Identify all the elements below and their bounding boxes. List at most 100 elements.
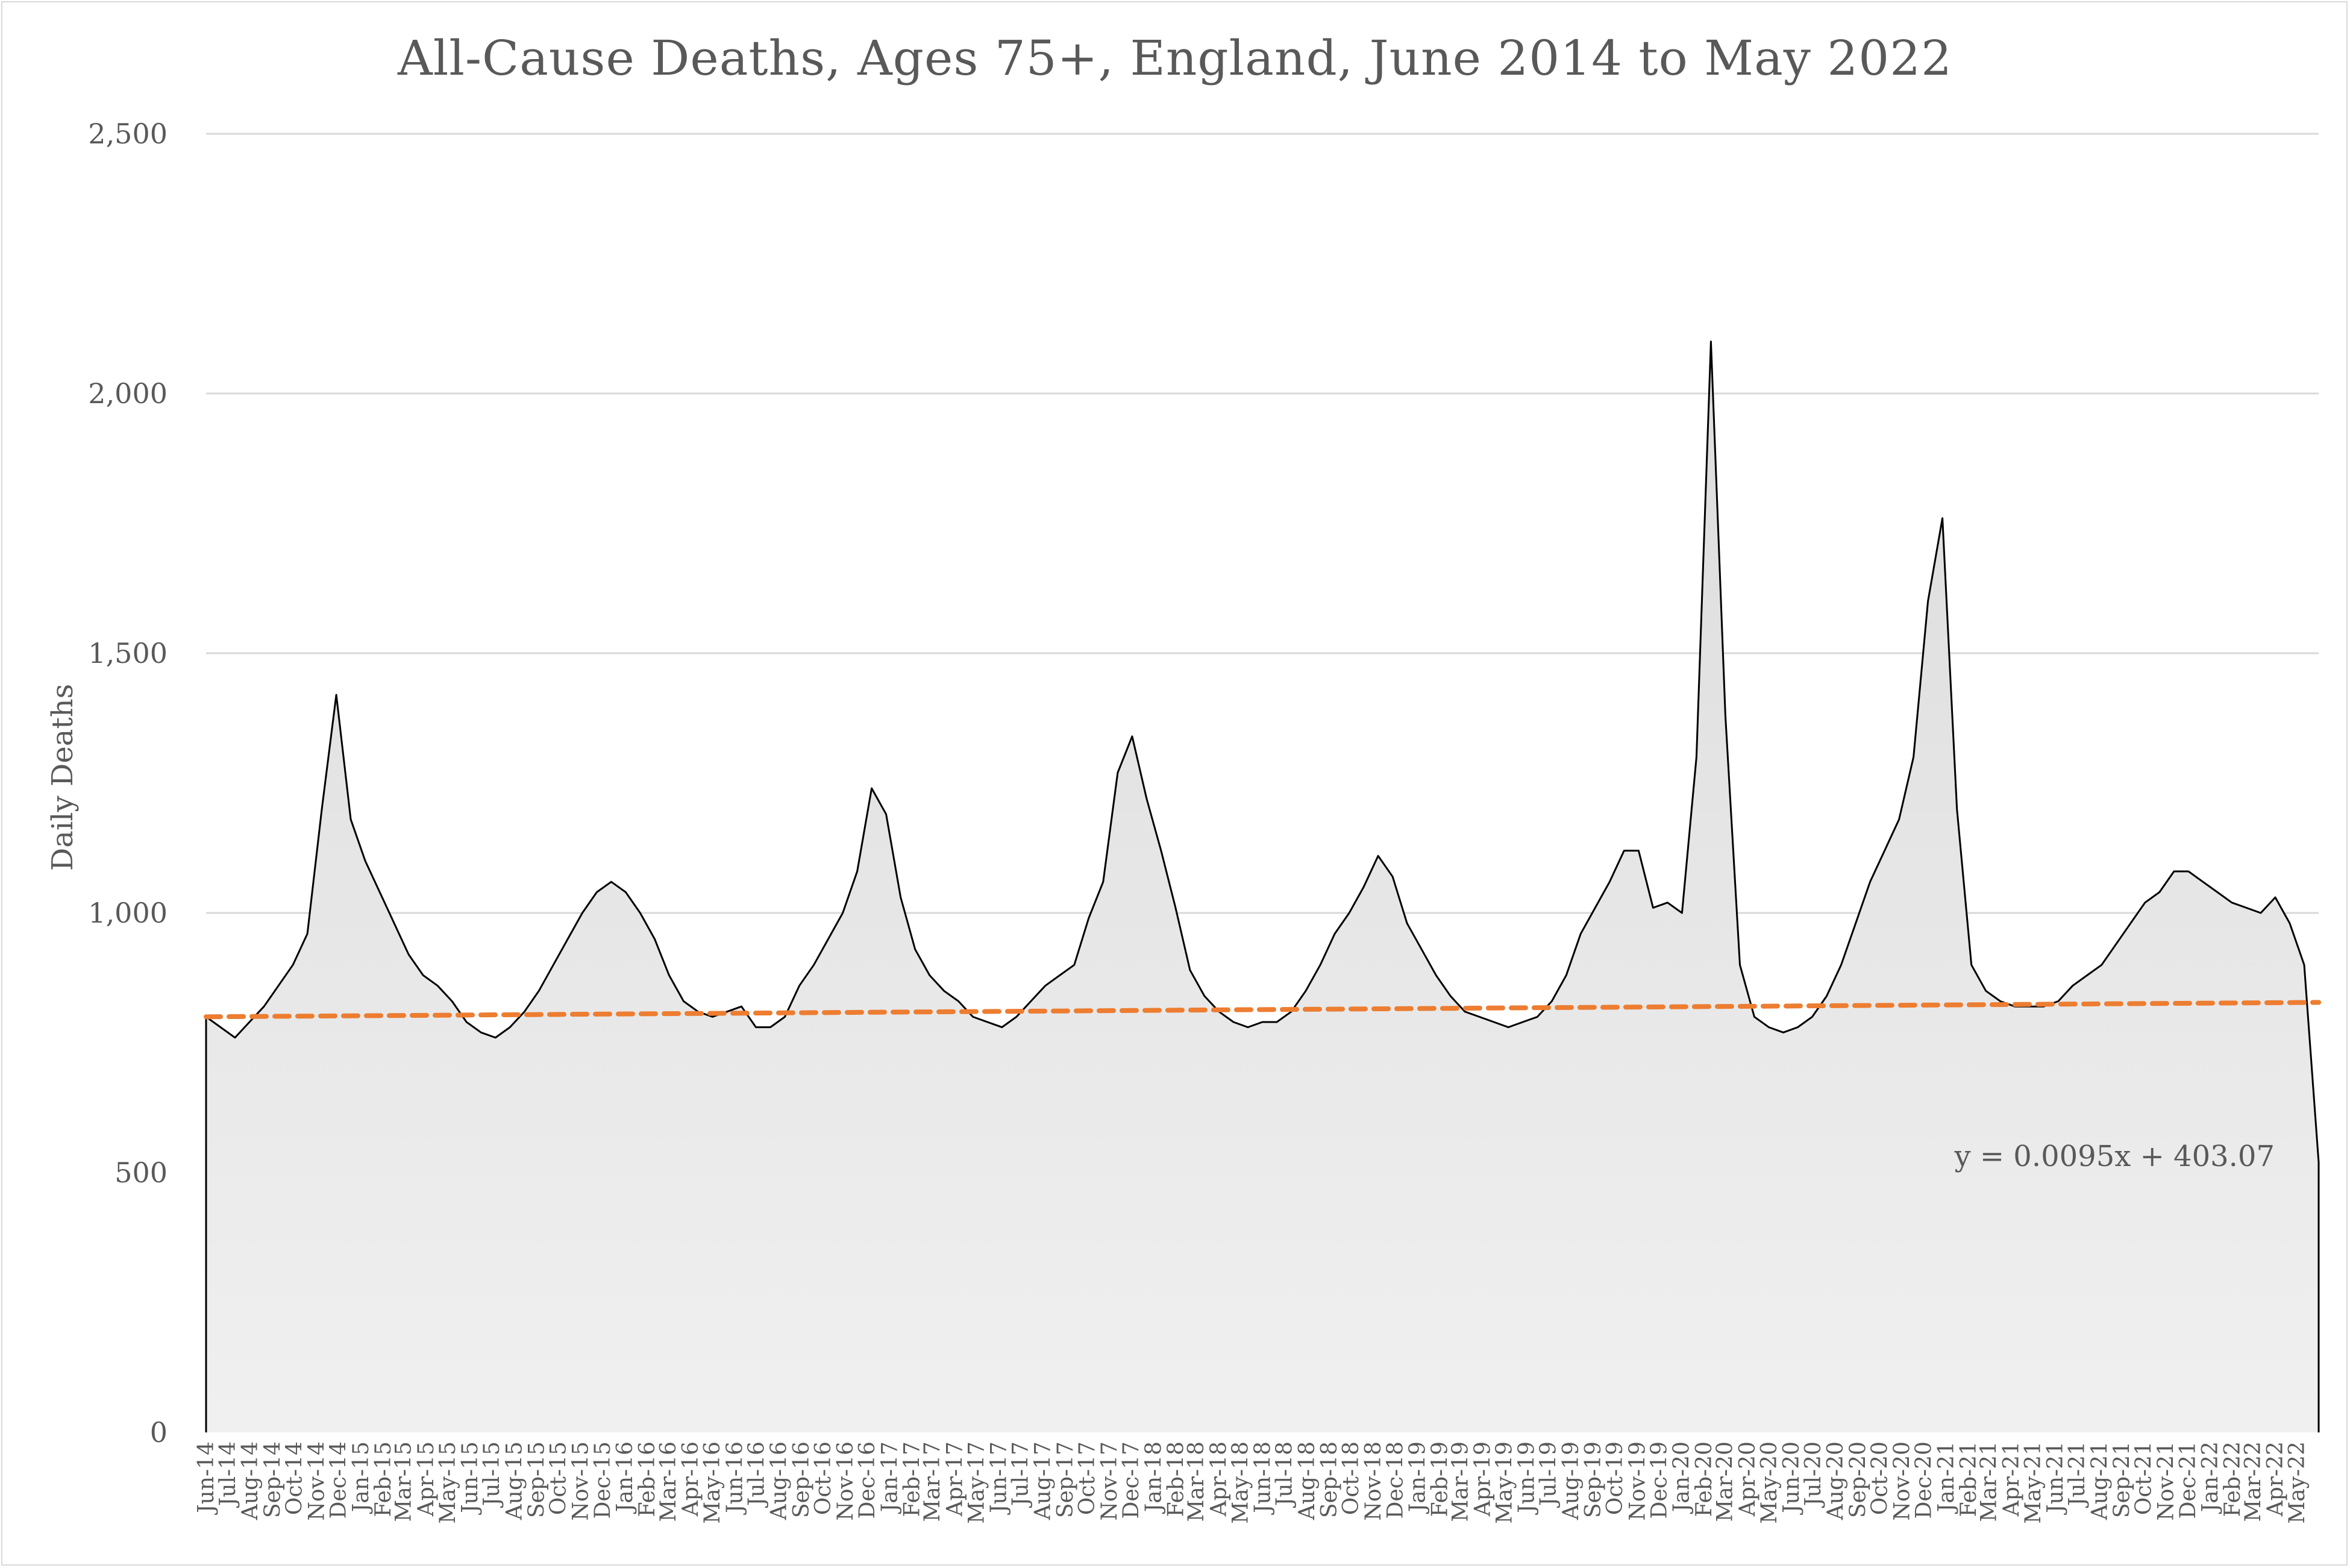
x-tick-label: Feb-15 xyxy=(371,1441,396,1517)
x-tick-label: Nov-16 xyxy=(833,1441,858,1520)
series-area-fill xyxy=(206,341,2319,1432)
x-tick-label: Feb-18 xyxy=(1164,1441,1189,1517)
x-tick-label: Oct-17 xyxy=(1075,1441,1100,1515)
x-tick-label: Jun-15 xyxy=(458,1441,483,1516)
x-tick-label: Mar-15 xyxy=(392,1441,416,1522)
x-tick-label: Mar-19 xyxy=(1448,1441,1473,1522)
x-tick-label: Jun-20 xyxy=(1779,1441,1804,1516)
y-tick-label: 2,000 xyxy=(88,377,168,410)
x-tick-label: Apr-19 xyxy=(1471,1441,1496,1517)
x-tick-label: Mar-17 xyxy=(920,1441,945,1522)
x-tick-label: Jan-21 xyxy=(1934,1441,1959,1514)
x-tick-label: Nov-15 xyxy=(569,1441,594,1520)
chart-title: All-Cause Deaths, Ages 75+, England, Jun… xyxy=(398,30,1952,86)
x-tick-label: Mar-16 xyxy=(656,1441,681,1522)
x-tick-label: Feb-16 xyxy=(635,1441,660,1517)
x-tick-label: May-19 xyxy=(1493,1441,1517,1524)
x-tick-label: Feb-22 xyxy=(2220,1441,2245,1517)
x-tick-label: May-16 xyxy=(700,1441,725,1524)
y-axis-ticks: 0 500 1,000 1,500 2,000 2,500 xyxy=(88,118,168,1449)
x-tick-label: Jul-17 xyxy=(1009,1441,1033,1508)
y-tick-label: 2,500 xyxy=(88,118,168,150)
x-tick-label: Apr-22 xyxy=(2263,1441,2288,1517)
x-tick-label: Jan-20 xyxy=(1670,1441,1694,1514)
x-tick-label: Oct-18 xyxy=(1339,1441,1364,1515)
x-tick-label: Feb-19 xyxy=(1428,1441,1453,1517)
y-axis-title: Daily Deaths xyxy=(46,684,80,871)
x-tick-label: Mar-20 xyxy=(1713,1441,1738,1522)
x-tick-label: Jul-16 xyxy=(744,1441,769,1508)
x-tick-label: Nov-17 xyxy=(1097,1441,1122,1520)
x-tick-label: Sep-19 xyxy=(1581,1441,1606,1518)
x-tick-label: Dec-21 xyxy=(2176,1441,2201,1519)
x-tick-label: Jan-15 xyxy=(349,1441,374,1514)
x-tick-label: May-20 xyxy=(1757,1441,1782,1524)
x-tick-label: Jun-16 xyxy=(722,1441,747,1516)
x-tick-label: Jul-14 xyxy=(216,1441,240,1508)
x-tick-label: Oct-14 xyxy=(282,1441,307,1515)
x-tick-label: Dec-19 xyxy=(1647,1441,1672,1519)
x-tick-label: Dec-18 xyxy=(1383,1441,1408,1519)
x-tick-label: Jan-17 xyxy=(877,1441,902,1514)
x-tick-label: Apr-18 xyxy=(1206,1441,1231,1517)
x-tick-label: May-17 xyxy=(964,1441,989,1524)
x-tick-label: Oct-19 xyxy=(1603,1441,1628,1515)
x-tick-label: Jun-19 xyxy=(1515,1441,1540,1516)
trend-equation-label: y = 0.0095x + 403.07 xyxy=(1954,1140,2275,1173)
x-tick-label: Jul-18 xyxy=(1273,1441,1297,1508)
x-tick-label: Jan-16 xyxy=(613,1441,638,1514)
x-tick-label: May-18 xyxy=(1228,1441,1253,1524)
x-tick-label: Nov-21 xyxy=(2154,1441,2179,1520)
x-tick-label: Jan-19 xyxy=(1406,1441,1430,1514)
x-tick-label: Aug-14 xyxy=(238,1441,263,1520)
x-axis-ticks: Jun-14Jul-14Aug-14Sep-14Oct-14Nov-14Dec-… xyxy=(194,1441,2310,1524)
x-tick-label: Feb-20 xyxy=(1692,1441,1717,1517)
x-tick-label: Jun-17 xyxy=(987,1441,1012,1516)
x-tick-label: Sep-21 xyxy=(2110,1441,2135,1518)
x-tick-label: Dec-14 xyxy=(327,1441,351,1519)
x-tick-label: Jun-14 xyxy=(194,1441,219,1516)
x-tick-label: Nov-19 xyxy=(1625,1441,1650,1520)
x-tick-label: Mar-21 xyxy=(1977,1441,2002,1522)
x-tick-label: Sep-15 xyxy=(525,1441,550,1518)
x-tick-label: Oct-20 xyxy=(1867,1441,1892,1515)
x-tick-label: Sep-20 xyxy=(1846,1441,1870,1518)
x-tick-label: Apr-15 xyxy=(414,1441,439,1517)
x-tick-label: Mar-18 xyxy=(1184,1441,1209,1522)
x-tick-label: Jun-21 xyxy=(2043,1441,2068,1516)
x-tick-label: Apr-16 xyxy=(678,1441,703,1517)
x-tick-label: Aug-21 xyxy=(2087,1441,2112,1520)
x-tick-label: Aug-15 xyxy=(502,1441,527,1520)
y-tick-label: 0 xyxy=(150,1416,168,1449)
x-tick-label: May-21 xyxy=(2021,1441,2046,1524)
x-tick-label: Dec-17 xyxy=(1119,1441,1144,1519)
x-tick-label: Dec-20 xyxy=(1912,1441,1937,1519)
x-tick-label: Jul-19 xyxy=(1537,1441,1561,1508)
x-tick-label: Sep-14 xyxy=(260,1441,285,1518)
x-tick-label: Sep-17 xyxy=(1053,1441,1078,1518)
x-tick-label: Aug-20 xyxy=(1823,1441,1848,1520)
y-tick-label: 1,500 xyxy=(88,637,168,670)
x-tick-label: May-22 xyxy=(2285,1441,2310,1524)
x-tick-label: Dec-16 xyxy=(855,1441,880,1519)
x-tick-label: Jul-20 xyxy=(1801,1441,1826,1508)
x-tick-label: Jul-15 xyxy=(480,1441,504,1508)
x-tick-label: Sep-18 xyxy=(1317,1441,1342,1518)
x-tick-label: Feb-17 xyxy=(900,1441,925,1517)
x-tick-label: Jan-18 xyxy=(1141,1441,1166,1514)
x-tick-label: May-15 xyxy=(436,1441,460,1524)
x-tick-label: Jun-18 xyxy=(1251,1441,1276,1516)
x-tick-label: Dec-15 xyxy=(591,1441,615,1519)
series-line xyxy=(205,340,2320,1432)
x-tick-label: Oct-21 xyxy=(2132,1441,2157,1515)
x-tick-label: Aug-16 xyxy=(767,1441,792,1520)
x-tick-label: Nov-18 xyxy=(1361,1441,1386,1520)
x-tick-label: Feb-21 xyxy=(1957,1441,1981,1517)
x-tick-label: Aug-17 xyxy=(1031,1441,1056,1520)
x-tick-label: Sep-16 xyxy=(789,1441,814,1518)
x-tick-label: Aug-19 xyxy=(1559,1441,1584,1520)
trend-line xyxy=(204,1000,2321,1020)
x-tick-label: Jan-22 xyxy=(2198,1441,2223,1514)
x-tick-label: Mar-22 xyxy=(2241,1441,2266,1522)
